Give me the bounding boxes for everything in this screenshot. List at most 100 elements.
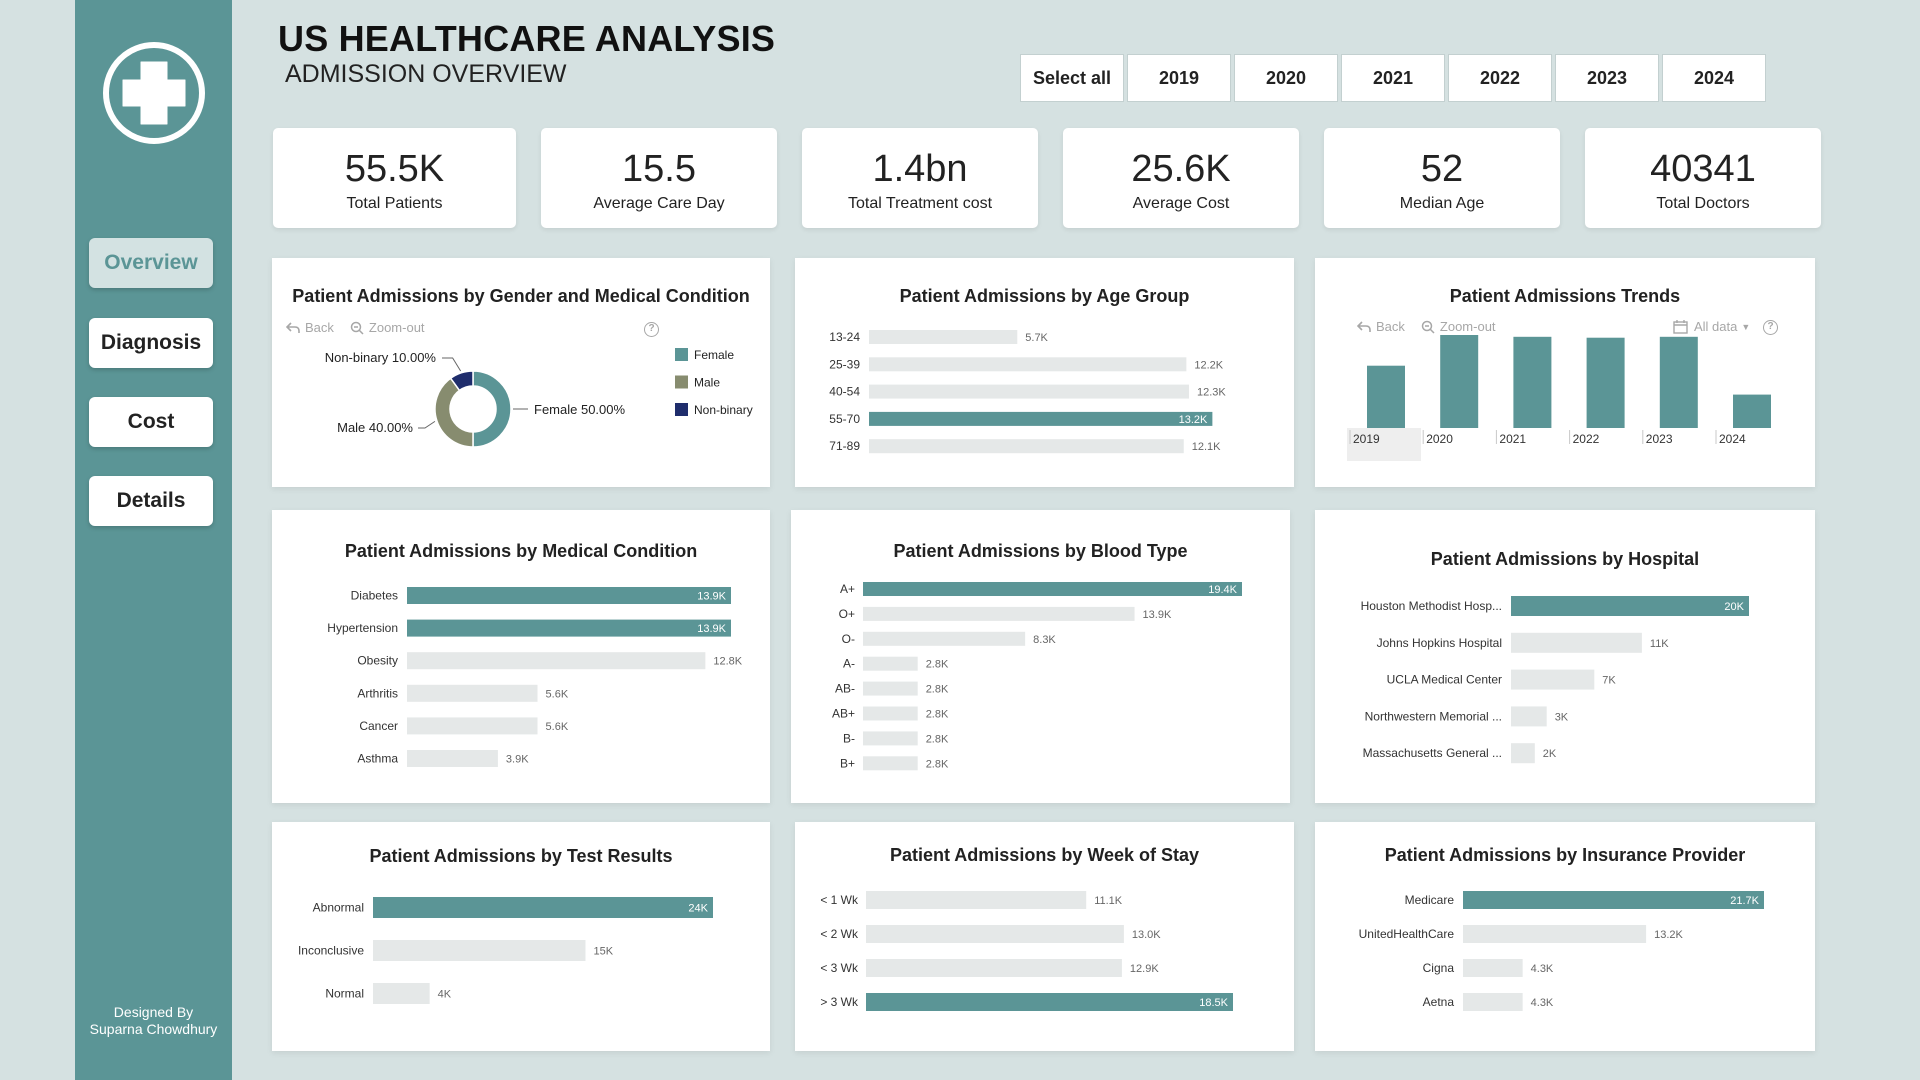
kpi-value: 1.4bn — [872, 148, 968, 190]
leader-line — [418, 420, 436, 429]
medical-cross-icon — [103, 42, 205, 144]
bar[interactable] — [866, 959, 1122, 977]
year-2022-button[interactable]: 2022 — [1448, 54, 1552, 102]
bar[interactable] — [863, 606, 1135, 621]
column[interactable] — [1440, 335, 1479, 428]
bar[interactable] — [1511, 632, 1642, 653]
year-2019-button[interactable]: 2019 — [1127, 54, 1231, 102]
bar[interactable] — [373, 983, 430, 1004]
category-label: Diabetes — [351, 589, 398, 603]
bar[interactable] — [1463, 959, 1523, 977]
year-2020-button[interactable]: 2020 — [1234, 54, 1338, 102]
bar[interactable] — [863, 731, 918, 746]
category-label: 13-24 — [829, 330, 860, 344]
nav-diagnosis-button[interactable]: Diagnosis — [89, 318, 213, 368]
all-data-dropdown[interactable]: All data ▼ — [1673, 319, 1750, 334]
kpi-card-average-cost: 25.6K Average Cost — [1063, 128, 1299, 228]
data-label: 13.2K — [1179, 414, 1208, 426]
kpi-label: Total Treatment cost — [847, 195, 993, 212]
column[interactable] — [1513, 336, 1552, 428]
chevron-down-icon: ▼ — [1741, 321, 1751, 332]
legend-label[interactable]: Male — [694, 376, 720, 390]
bar[interactable] — [407, 684, 538, 702]
sidebar: Overview Diagnosis Cost Details Designed… — [75, 0, 232, 1080]
bar[interactable] — [863, 582, 1242, 596]
kpi-card-median-age: 52 Median Age — [1324, 128, 1560, 228]
category-label: Arthritis — [357, 686, 398, 700]
data-label: 13.2K — [1654, 929, 1683, 941]
bar[interactable] — [1511, 596, 1749, 616]
donut-slice[interactable] — [434, 377, 474, 448]
nav-cost-button[interactable]: Cost — [89, 397, 213, 447]
bar[interactable] — [869, 384, 1189, 399]
bar[interactable] — [869, 411, 1213, 426]
bar[interactable] — [407, 587, 731, 604]
category-label: Hypertension — [327, 621, 398, 635]
bar[interactable] — [869, 330, 1018, 344]
category-label: AB- — [835, 682, 855, 696]
year-2024-button[interactable]: 2024 — [1662, 54, 1766, 102]
bar[interactable] — [863, 631, 1026, 646]
nav-overview-button[interactable]: Overview — [89, 238, 213, 288]
zoom-out-button[interactable]: Zoom-out — [1421, 319, 1496, 334]
data-label: 2.8K — [926, 659, 949, 671]
page-title: US HEALTHCARE ANALYSIS — [278, 18, 776, 59]
category-label: < 1 Wk — [820, 893, 859, 907]
tick-label: 2020 — [1426, 432, 1453, 446]
bar[interactable] — [1511, 669, 1595, 690]
bar[interactable] — [1511, 743, 1535, 764]
bar[interactable] — [407, 619, 731, 637]
bar[interactable] — [407, 750, 498, 767]
kpi-label: Average Care Day — [593, 195, 725, 212]
bar[interactable] — [1463, 925, 1647, 943]
bar[interactable] — [863, 681, 918, 696]
back-arrow-icon — [1357, 320, 1371, 332]
zoom-out-icon — [350, 321, 364, 335]
category-label: Houston Methodist Hosp... — [1361, 599, 1502, 613]
bar[interactable] — [373, 940, 586, 961]
chart-card-medical-condition: Patient Admissions by Medical Condition … — [272, 510, 770, 803]
credit-line-1: Designed By — [113, 1004, 194, 1020]
kpi-value: 25.6K — [1131, 148, 1231, 190]
back-button[interactable]: Back — [286, 320, 334, 335]
bar[interactable] — [863, 706, 918, 721]
page-subtitle: ADMISSION OVERVIEW — [285, 60, 567, 88]
bar[interactable] — [1463, 993, 1523, 1011]
bar[interactable] — [407, 717, 538, 735]
column[interactable] — [1586, 337, 1625, 428]
donut-slice[interactable] — [449, 370, 474, 392]
bar[interactable] — [866, 993, 1233, 1011]
help-icon[interactable]: ? — [644, 322, 659, 337]
bar[interactable] — [373, 897, 713, 918]
back-button[interactable]: Back — [1357, 319, 1405, 334]
zoom-out-button[interactable]: Zoom-out — [350, 320, 425, 335]
year-2021-button[interactable]: 2021 — [1341, 54, 1445, 102]
year-2023-button[interactable]: 2023 — [1555, 54, 1659, 102]
chart-title: Patient Admissions by Insurance Provider — [1384, 845, 1746, 865]
column[interactable] — [1733, 394, 1771, 428]
legend-label[interactable]: Female — [694, 348, 734, 362]
slice-label: Female 50.00% — [534, 402, 625, 417]
test-results-bar-chart: Abnormal 24K Inconclusive 15K Normal 4K — [298, 897, 713, 1004]
help-icon[interactable]: ? — [1763, 320, 1778, 335]
kpi-card-average-care-day: 15.5 Average Care Day — [541, 128, 777, 228]
nav-details-button[interactable]: Details — [89, 476, 213, 526]
bar[interactable] — [869, 357, 1187, 372]
bar[interactable] — [407, 652, 706, 670]
category-label: Asthma — [357, 752, 398, 766]
bar[interactable] — [1511, 706, 1547, 727]
data-label: 2K — [1543, 748, 1557, 760]
medical-condition-bar-chart: Diabetes 13.9K Hypertension 13.9K Obesity 12.… — [327, 587, 743, 767]
legend-label[interactable]: Non-binary — [694, 403, 753, 417]
donut-slice[interactable] — [472, 370, 512, 448]
data-label: 19.4K — [1208, 584, 1237, 596]
bar[interactable] — [863, 656, 918, 671]
year-select-all-button[interactable]: Select all — [1020, 54, 1124, 102]
bar[interactable] — [869, 439, 1184, 454]
bar[interactable] — [866, 891, 1087, 909]
column[interactable] — [1367, 365, 1405, 428]
bar[interactable] — [863, 756, 918, 771]
column[interactable] — [1659, 336, 1698, 428]
bar[interactable] — [866, 925, 1124, 943]
bar[interactable] — [1463, 891, 1764, 909]
